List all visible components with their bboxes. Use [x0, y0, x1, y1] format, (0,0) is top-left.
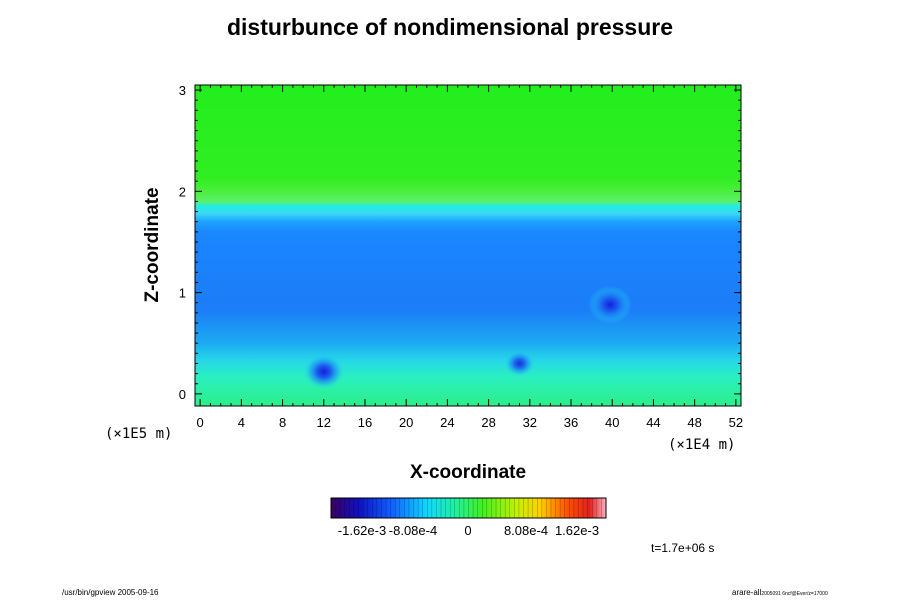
- pressure-low: [504, 350, 535, 377]
- colorbar-tick-label: 1.62e-3: [555, 523, 599, 538]
- x-tick-label: 20: [399, 415, 413, 430]
- colorbar-tick-label: 8.08e-4: [504, 523, 548, 538]
- x-axis-label: X-coordinate: [410, 462, 526, 483]
- x-tick-label: 32: [523, 415, 537, 430]
- x-tick-label: 40: [605, 415, 619, 430]
- y-axis-label: Z-coordinate: [142, 187, 163, 302]
- y-tick-label: 2: [179, 184, 186, 199]
- x-axis: 0 4 8 12 16 20 24 28 32 36 40 44 48 52: [197, 85, 743, 430]
- x-tick-label: 24: [440, 415, 454, 430]
- y-scale-note: (×1E5 m): [105, 426, 172, 442]
- x-scale-note: (×1E4 m): [668, 437, 735, 453]
- colorbar-ticks: -1.62e-3 -8.08e-4 0 8.08e-4 1.62e-3: [330, 498, 607, 538]
- time-label: t=1.7e+06 s: [651, 541, 715, 555]
- x-tick-label: 4: [238, 415, 245, 430]
- footer-right-main: arare-all: [732, 588, 762, 597]
- x-tick-label: 52: [729, 415, 743, 430]
- colorbar-tick-label: 0: [464, 523, 471, 538]
- footer-right: arare-all2005091 6ncf@Ever/z=17000: [732, 588, 828, 597]
- x-tick-label: 8: [279, 415, 286, 430]
- x-tick-label: 36: [564, 415, 578, 430]
- pressure-low: [588, 285, 632, 324]
- pressure-field: [195, 85, 741, 406]
- x-tick-label: 28: [481, 415, 495, 430]
- y-tick-label: 0: [179, 387, 186, 402]
- y-axis: 0 1 2 3: [179, 83, 741, 402]
- colorbar-tick-label: -1.62e-3: [338, 523, 386, 538]
- footer-left: /usr/bin/gpview 2005-09-16: [62, 588, 159, 597]
- x-tick-label: 0: [197, 415, 204, 430]
- x-tick-label: 12: [317, 415, 331, 430]
- colorbar-tick-label: -8.08e-4: [389, 523, 437, 538]
- footer-right-sub: 2005091 6ncf@Ever/z=17000: [761, 591, 828, 597]
- chart-title: disturbunce of nondimensional pressure: [226, 14, 673, 40]
- x-tick-label: 16: [358, 415, 372, 430]
- y-tick-label: 3: [179, 83, 186, 98]
- y-tick-label: 1: [179, 286, 186, 301]
- pressure-low: [303, 354, 344, 389]
- x-tick-label: 44: [646, 415, 660, 430]
- x-tick-label: 48: [687, 415, 701, 430]
